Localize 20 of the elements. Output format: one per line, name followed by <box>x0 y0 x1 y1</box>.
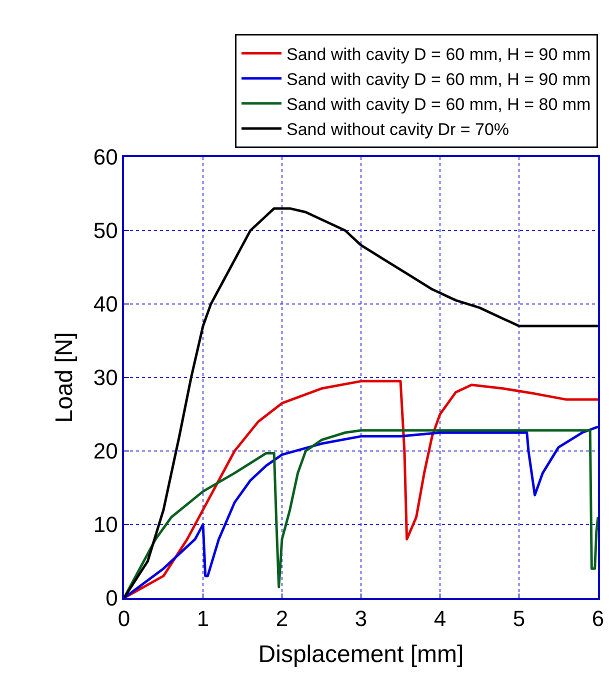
line-series <box>124 380 598 598</box>
legend-label: Sand with cavity D = 60 mm, H = 90 mm <box>286 70 591 89</box>
x-axis-title: Displacement [mm] <box>258 640 464 668</box>
y-tick-label: 10 <box>93 512 118 538</box>
x-tick-label: 4 <box>434 606 446 632</box>
x-tick-label: 1 <box>196 606 210 632</box>
x-tick-label: 3 <box>354 606 368 632</box>
y-tick-label: 50 <box>93 218 118 244</box>
y-tick-label: 60 <box>93 144 118 170</box>
x-tick-label: 2 <box>276 606 288 632</box>
legend-label: Sand with cavity D = 60 mm, H = 80 mm <box>286 95 591 114</box>
y-tick-label: 20 <box>93 438 118 464</box>
legend-label: Sand without cavity Dr = 70% <box>286 120 510 140</box>
y-tick-label: 30 <box>93 365 118 390</box>
y-tick-label: 40 <box>93 292 118 317</box>
y-axis-title: Load [N] <box>50 332 78 423</box>
legend-label: Sand with cavity D = 60 mm, H = 90 mm <box>286 44 591 64</box>
x-tick-label: 5 <box>512 606 526 632</box>
y-tick-label: 0 <box>106 586 118 611</box>
x-tick-label: 6 <box>592 606 604 632</box>
